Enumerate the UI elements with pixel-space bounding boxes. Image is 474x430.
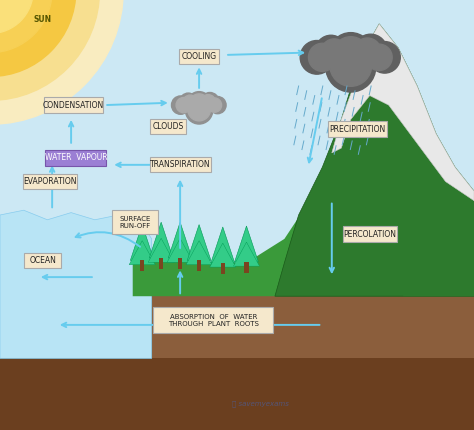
Circle shape	[366, 44, 392, 71]
FancyBboxPatch shape	[46, 150, 106, 166]
Bar	[221, 263, 225, 273]
Polygon shape	[148, 238, 174, 262]
Circle shape	[188, 98, 210, 121]
Polygon shape	[233, 242, 260, 266]
Circle shape	[321, 39, 347, 65]
Circle shape	[354, 38, 381, 66]
Text: ABSORPTION  OF  WATER
THROUGH  PLANT  ROOTS: ABSORPTION OF WATER THROUGH PLANT ROOTS	[168, 313, 259, 327]
Circle shape	[300, 40, 334, 74]
Polygon shape	[167, 238, 193, 262]
Circle shape	[201, 92, 219, 111]
Circle shape	[176, 98, 191, 113]
Text: Ⓢ savemyexams: Ⓢ savemyexams	[232, 400, 289, 407]
Polygon shape	[133, 105, 474, 296]
FancyBboxPatch shape	[179, 49, 219, 64]
FancyBboxPatch shape	[328, 121, 387, 137]
Circle shape	[172, 96, 190, 114]
Polygon shape	[186, 241, 212, 265]
Circle shape	[0, 0, 100, 100]
Text: PERCOLATION: PERCOLATION	[343, 230, 396, 239]
Bar	[159, 258, 163, 269]
Circle shape	[183, 95, 197, 109]
FancyBboxPatch shape	[24, 253, 62, 268]
Circle shape	[354, 34, 387, 68]
Circle shape	[185, 96, 213, 124]
Circle shape	[0, 0, 33, 34]
FancyBboxPatch shape	[343, 227, 397, 242]
Polygon shape	[235, 226, 258, 262]
FancyBboxPatch shape	[44, 97, 103, 113]
FancyBboxPatch shape	[112, 210, 158, 234]
Text: EVAPORATION: EVAPORATION	[23, 177, 76, 186]
Circle shape	[187, 92, 211, 116]
Polygon shape	[0, 358, 474, 430]
Text: PRECIPITATION: PRECIPITATION	[330, 125, 386, 133]
Text: SUN: SUN	[34, 15, 52, 24]
Polygon shape	[332, 24, 474, 201]
Text: SURFACE
RUN-OFF: SURFACE RUN-OFF	[119, 216, 151, 229]
Text: WATER  VAPOUR: WATER VAPOUR	[45, 153, 107, 162]
Polygon shape	[168, 222, 192, 258]
Text: CONDENSATION: CONDENSATION	[43, 101, 104, 110]
Text: COOLING: COOLING	[182, 52, 217, 61]
Polygon shape	[211, 227, 235, 263]
Circle shape	[369, 42, 400, 73]
Circle shape	[309, 43, 337, 71]
FancyBboxPatch shape	[150, 119, 186, 134]
FancyBboxPatch shape	[23, 174, 77, 189]
Circle shape	[189, 94, 209, 114]
Bar	[197, 261, 201, 271]
FancyBboxPatch shape	[149, 157, 211, 172]
Bar	[178, 258, 182, 269]
Text: OCEAN: OCEAN	[29, 256, 56, 265]
Polygon shape	[210, 243, 236, 267]
Polygon shape	[403, 181, 474, 296]
Circle shape	[315, 35, 346, 67]
Bar	[245, 262, 248, 273]
Circle shape	[0, 0, 123, 124]
Circle shape	[0, 0, 52, 52]
Circle shape	[207, 98, 222, 112]
Circle shape	[180, 93, 197, 110]
Polygon shape	[187, 224, 211, 261]
Polygon shape	[130, 224, 154, 261]
Circle shape	[201, 95, 216, 110]
Circle shape	[332, 37, 369, 74]
Polygon shape	[0, 210, 152, 358]
Polygon shape	[149, 222, 173, 258]
Polygon shape	[129, 241, 155, 265]
FancyBboxPatch shape	[153, 307, 273, 333]
Circle shape	[326, 42, 376, 92]
Bar	[140, 261, 144, 271]
Text: TRANSPIRATION: TRANSPIRATION	[150, 160, 210, 169]
Circle shape	[209, 96, 226, 114]
Circle shape	[0, 0, 76, 77]
Circle shape	[329, 33, 373, 77]
Polygon shape	[275, 24, 474, 296]
Text: CLOUDS: CLOUDS	[153, 122, 184, 131]
Polygon shape	[0, 296, 474, 430]
Circle shape	[330, 44, 372, 86]
